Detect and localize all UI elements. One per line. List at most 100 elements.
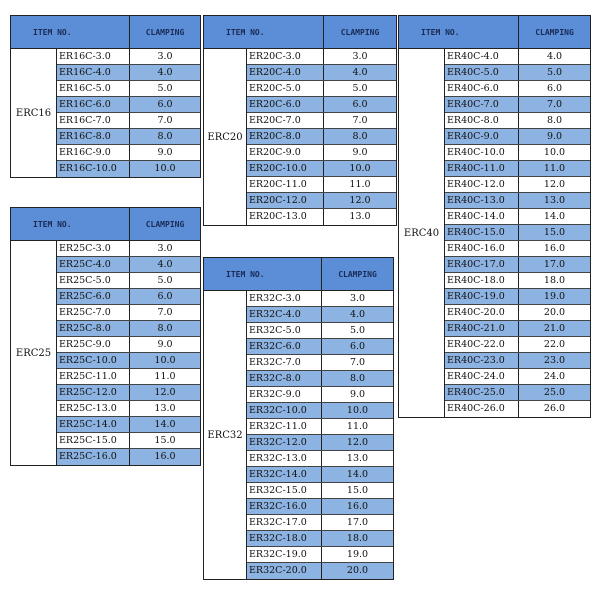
item-number: ER16C-9.0 [57, 145, 130, 160]
item-number: ER40C-9.0 [445, 129, 519, 144]
clamping-value: 26.0 [543, 403, 566, 414]
item-number: ER32C-18.0 [247, 531, 322, 546]
table-header: ITEM NO. CLAMPING [204, 258, 393, 291]
table-row: ER40C-7.0 7.0 [445, 97, 590, 113]
item-number: ER32C-12.0 [247, 435, 322, 450]
item-number: ER25C-15.0 [57, 433, 130, 448]
item-number: ER16C-6.0 [57, 97, 130, 112]
item-number: ER32C-16.0 [247, 499, 322, 514]
item-number: ER20C-5.0 [247, 81, 324, 96]
clamping-value: 8.0 [352, 131, 368, 142]
clamping-value: 13.0 [543, 195, 566, 206]
group-label: ERC20 [204, 49, 247, 225]
table-row: ER40C-25.0 25.0 [445, 385, 590, 401]
clamping-value: 3.0 [349, 293, 366, 304]
item-number: ER40C-10.0 [445, 145, 519, 160]
clamping-value: 9.0 [349, 389, 366, 400]
table-row: ER20C-7.0 7.0 [247, 113, 396, 129]
table-erc20: ITEM NO. CLAMPING ERC20 ER20C-3.0 3.0 ER… [203, 15, 397, 226]
clamping-value: 13.0 [349, 211, 371, 222]
table-row: ER20C-12.0 12.0 [247, 193, 396, 209]
table-row: ER40C-11.0 11.0 [445, 161, 590, 177]
table-row: ER40C-15.0 15.0 [445, 225, 590, 241]
table-row: ER32C-5.0 5.0 [247, 323, 393, 339]
item-number: ER40C-21.0 [445, 321, 519, 336]
clamping-value: 5.0 [546, 67, 563, 78]
clamping-value: 19.0 [543, 291, 566, 302]
table-row: ER32C-11.0 11.0 [247, 419, 393, 435]
clamping-value: 23.0 [543, 355, 566, 366]
item-no-header: ITEM NO. [204, 258, 322, 290]
item-number: ER16C-8.0 [57, 129, 130, 144]
clamping-value: 25.0 [543, 387, 566, 398]
clamping-value: 9.0 [157, 147, 173, 158]
table-row: ER40C-13.0 13.0 [445, 193, 590, 209]
clamping-value: 3.0 [157, 243, 173, 254]
clamping-value: 10.0 [346, 405, 369, 416]
item-number: ER20C-13.0 [247, 209, 324, 225]
clamping-value: 4.0 [157, 67, 173, 78]
item-number: ER20C-12.0 [247, 193, 324, 208]
clamping-value: 11.0 [349, 179, 371, 190]
table-row: ER32C-8.0 8.0 [247, 371, 393, 387]
clamping-value: 12.0 [349, 195, 371, 206]
item-number: ER20C-11.0 [247, 177, 324, 192]
table-row: ER32C-12.0 12.0 [247, 435, 393, 451]
clamping-value: 5.0 [352, 83, 368, 94]
clamping-value: 18.0 [346, 533, 369, 544]
item-number: ER40C-25.0 [445, 385, 519, 400]
clamping-value: 8.0 [157, 323, 173, 334]
clamping-value: 16.0 [346, 501, 369, 512]
table-erc25: ITEM NO. CLAMPING ERC25 ER25C-3.0 3.0 ER… [10, 207, 201, 466]
item-number: ER40C-6.0 [445, 81, 519, 96]
item-number: ER32C-14.0 [247, 467, 322, 482]
clamping-value: 4.0 [546, 51, 563, 62]
item-number: ER32C-10.0 [247, 403, 322, 418]
group-label: ERC32 [204, 291, 247, 579]
clamping-value: 11.0 [543, 163, 566, 174]
item-number: ER40C-23.0 [445, 353, 519, 368]
table-row: ER16C-8.0 8.0 [57, 129, 200, 145]
item-number: ER40C-7.0 [445, 97, 519, 112]
item-no-header: ITEM NO. [11, 208, 130, 240]
item-number: ER25C-10.0 [57, 353, 130, 368]
group-label: ERC25 [11, 241, 57, 465]
item-number: ER32C-11.0 [247, 419, 322, 434]
clamping-value: 8.0 [157, 131, 173, 142]
item-number: ER32C-4.0 [247, 307, 322, 322]
table-row: ER32C-6.0 6.0 [247, 339, 393, 355]
table-row: ER20C-6.0 6.0 [247, 97, 396, 113]
table-row: ER32C-9.0 9.0 [247, 387, 393, 403]
table-row: ER25C-8.0 8.0 [57, 321, 200, 337]
group-label: ERC40 [399, 49, 445, 417]
clamping-value: 3.0 [157, 51, 173, 62]
item-number: ER40C-16.0 [445, 241, 519, 256]
clamping-value: 15.0 [346, 485, 369, 496]
item-number: ER40C-13.0 [445, 193, 519, 208]
item-number: ER25C-13.0 [57, 401, 130, 416]
item-number: ER16C-5.0 [57, 81, 130, 96]
item-number: ER32C-17.0 [247, 515, 322, 530]
item-number: ER16C-3.0 [57, 49, 130, 64]
clamping-value: 19.0 [346, 549, 369, 560]
table-row: ER40C-5.0 5.0 [445, 65, 590, 81]
table-row: ER40C-20.0 20.0 [445, 305, 590, 321]
item-number: ER40C-14.0 [445, 209, 519, 224]
table-row: ER32C-19.0 19.0 [247, 547, 393, 563]
clamping-value: 7.0 [157, 307, 173, 318]
item-number: ER40C-18.0 [445, 273, 519, 288]
table-header: ITEM NO. CLAMPING [11, 208, 200, 241]
table-row: ER32C-10.0 10.0 [247, 403, 393, 419]
clamping-value: 21.0 [543, 323, 566, 334]
clamping-header: CLAMPING [340, 27, 380, 37]
table-row: ER40C-14.0 14.0 [445, 209, 590, 225]
table-row: ER40C-10.0 10.0 [445, 145, 590, 161]
clamping-value: 16.0 [154, 451, 176, 462]
item-number: ER32C-7.0 [247, 355, 322, 370]
table-row: ER25C-7.0 7.0 [57, 305, 200, 321]
item-number: ER25C-3.0 [57, 241, 130, 256]
clamping-value: 4.0 [349, 309, 366, 320]
clamping-value: 3.0 [352, 51, 368, 62]
clamping-value: 18.0 [543, 275, 566, 286]
clamping-value: 7.0 [352, 115, 368, 126]
